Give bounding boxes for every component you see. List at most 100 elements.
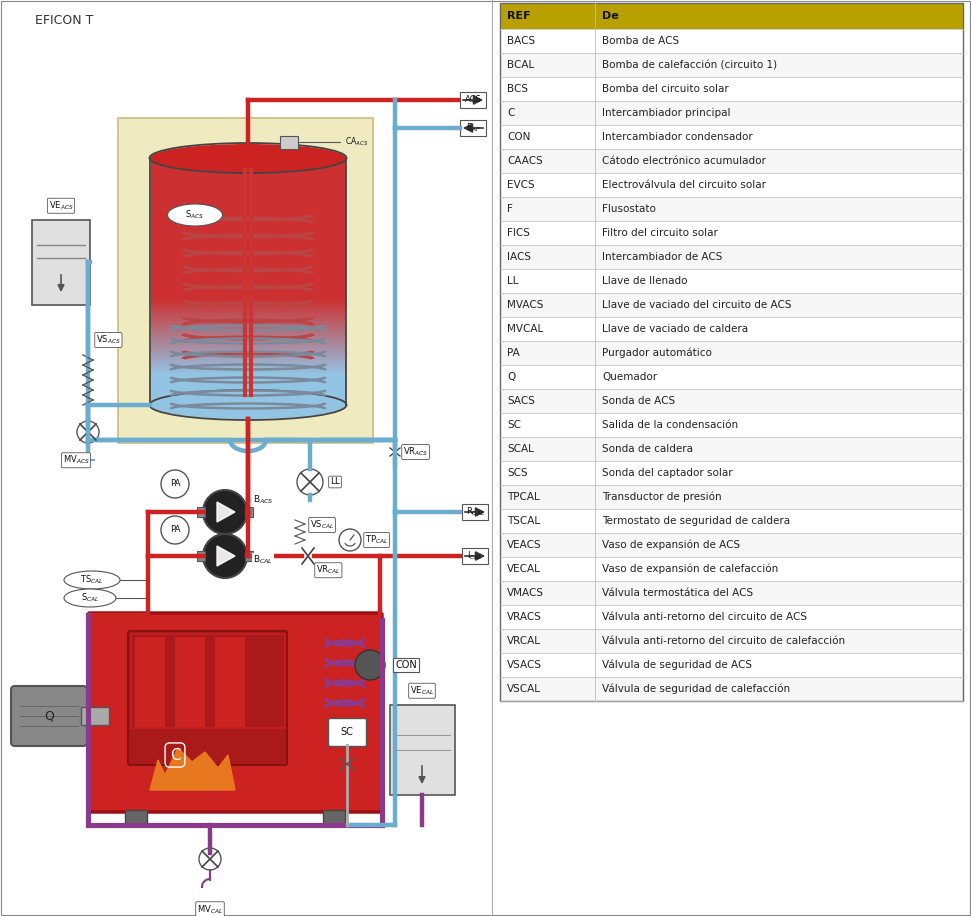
Bar	[151, 325, 346, 327]
Text: Cátodo electrónico acumulador: Cátodo electrónico acumulador	[602, 156, 766, 166]
Circle shape	[77, 421, 99, 443]
Text: Quemador: Quemador	[602, 372, 657, 382]
Bar	[390, 705, 455, 795]
Bar	[151, 349, 346, 351]
Bar	[118, 118, 373, 443]
Text: VEACS: VEACS	[507, 540, 542, 550]
Text: Filtro del circuito solar: Filtro del circuito solar	[602, 228, 718, 238]
Circle shape	[203, 534, 247, 578]
Text: TS$_{CAL}$: TS$_{CAL}$	[81, 573, 104, 586]
Text: VE$_{CAL}$: VE$_{CAL}$	[410, 684, 434, 697]
Bar	[151, 314, 346, 316]
Bar	[500, 173, 963, 197]
Bar	[500, 101, 963, 125]
Text: VMACS: VMACS	[507, 588, 544, 598]
Text: Q: Q	[44, 710, 54, 723]
Text: VR$_{CAL}$: VR$_{CAL}$	[316, 564, 341, 576]
Bar	[151, 340, 346, 342]
Bar	[151, 313, 346, 314]
Text: Vaso de expansión de calefacción: Vaso de expansión de calefacción	[602, 563, 778, 574]
Bar	[151, 323, 346, 325]
Text: VSCAL: VSCAL	[507, 684, 541, 694]
Text: PA: PA	[507, 348, 519, 358]
Text: VSACS: VSACS	[507, 660, 542, 670]
Bar	[245, 507, 253, 517]
Bar	[151, 158, 346, 303]
Text: Válvula de seguridad de calefacción: Válvula de seguridad de calefacción	[602, 683, 790, 694]
Bar	[151, 311, 346, 313]
Text: IACS: IACS	[507, 252, 531, 262]
Text: VRCAL: VRCAL	[507, 636, 541, 646]
Bar	[151, 347, 346, 349]
Bar	[500, 317, 963, 341]
Bar	[151, 310, 346, 311]
Text: Intercambiador de ACS: Intercambiador de ACS	[602, 252, 722, 262]
Bar	[500, 461, 963, 485]
Text: Purgador automático: Purgador automático	[602, 348, 712, 358]
Bar	[151, 304, 346, 306]
Bar	[151, 363, 346, 364]
Bar	[151, 198, 346, 405]
Text: Válvula termostática del ACS: Válvula termostática del ACS	[602, 588, 753, 598]
Bar	[151, 372, 346, 373]
Bar	[500, 3, 963, 701]
Bar	[151, 326, 346, 328]
Text: BCS: BCS	[507, 84, 528, 94]
Ellipse shape	[151, 391, 346, 419]
Bar	[500, 293, 963, 317]
Text: Válvula de seguridad de ACS: Válvula de seguridad de ACS	[602, 660, 752, 671]
Bar	[500, 557, 963, 581]
Text: SC: SC	[341, 727, 353, 737]
FancyBboxPatch shape	[11, 686, 87, 746]
Text: TP$_{CAL}$: TP$_{CAL}$	[365, 534, 388, 546]
Bar	[245, 551, 253, 561]
Bar	[151, 346, 346, 347]
Text: Bomba de ACS: Bomba de ACS	[602, 36, 679, 46]
Bar	[500, 437, 963, 461]
Text: EFICON T: EFICON T	[35, 14, 93, 27]
Bar	[462, 504, 488, 520]
Bar	[151, 302, 346, 304]
Circle shape	[339, 529, 361, 551]
Text: EVCS: EVCS	[507, 180, 535, 190]
Bar	[460, 120, 486, 136]
Text: BACS: BACS	[507, 36, 535, 46]
Bar	[151, 355, 346, 356]
Circle shape	[161, 516, 189, 544]
Bar	[151, 359, 346, 361]
Bar	[151, 352, 346, 354]
Text: E$_{AF}$: E$_{AF}$	[465, 122, 481, 135]
Bar	[151, 356, 346, 358]
Text: CON: CON	[507, 132, 530, 142]
Text: FICS: FICS	[507, 228, 530, 238]
Bar	[151, 316, 346, 318]
Text: MV$_{ACS}$: MV$_{ACS}$	[63, 454, 89, 466]
Bar	[500, 197, 963, 221]
Text: TSCAL: TSCAL	[507, 516, 540, 526]
Text: Válvula anti-retorno del circuito de calefacción: Válvula anti-retorno del circuito de cal…	[602, 636, 845, 646]
Text: MVACS: MVACS	[507, 300, 544, 310]
Circle shape	[297, 469, 323, 495]
FancyBboxPatch shape	[328, 718, 366, 747]
Bar	[462, 548, 488, 564]
Bar	[81, 707, 109, 725]
Text: C: C	[170, 747, 181, 762]
Bar	[500, 365, 963, 389]
FancyBboxPatch shape	[128, 631, 287, 765]
Bar	[151, 328, 346, 330]
Text: Válvula anti-retorno del circuito de ACS: Válvula anti-retorno del circuito de ACS	[602, 612, 807, 622]
Ellipse shape	[64, 589, 116, 607]
Ellipse shape	[64, 571, 120, 589]
Text: ACS: ACS	[465, 95, 482, 104]
Bar	[197, 507, 205, 517]
Text: B$_{CAL}$: B$_{CAL}$	[253, 554, 273, 566]
Text: PA: PA	[170, 526, 181, 535]
Bar	[151, 318, 346, 319]
Text: PA: PA	[170, 479, 181, 488]
Bar	[280, 136, 298, 149]
Bar	[500, 29, 963, 53]
Text: Salida de la condensación: Salida de la condensación	[602, 420, 738, 430]
Text: Intercambiador principal: Intercambiador principal	[602, 108, 730, 118]
Bar	[500, 653, 963, 677]
Bar	[500, 629, 963, 653]
